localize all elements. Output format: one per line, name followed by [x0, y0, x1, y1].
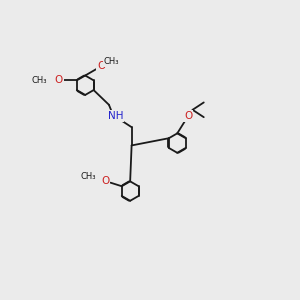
Text: CH₃: CH₃ [80, 172, 96, 181]
Text: O: O [97, 61, 106, 71]
Text: O: O [101, 176, 110, 186]
Text: CH₃: CH₃ [103, 57, 119, 66]
Text: O: O [54, 75, 63, 85]
Text: NH: NH [108, 111, 123, 121]
Text: O: O [184, 111, 193, 121]
Text: CH₃: CH₃ [32, 76, 47, 85]
